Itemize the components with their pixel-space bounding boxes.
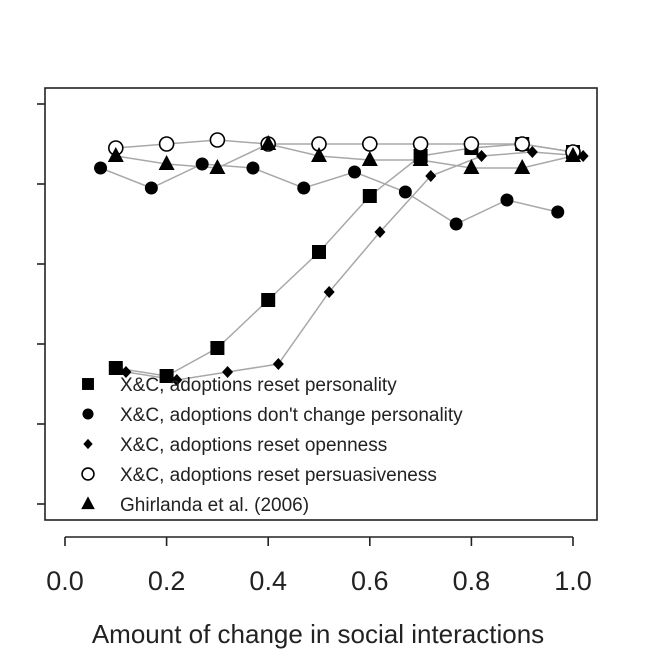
series-line-3 (115, 139, 574, 153)
series-points-1 (94, 157, 565, 231)
marker-circle (500, 193, 514, 207)
series-line-0 (115, 143, 574, 377)
legend-label: Ghirlanda et al. (2006) (120, 495, 309, 516)
plot-box (44, 87, 598, 521)
marker-triangle (463, 159, 480, 174)
x-tick-label: 0.0 (46, 566, 84, 596)
marker-triangle (565, 147, 581, 162)
marker-open-circle (514, 136, 531, 152)
marker-diamond (425, 170, 437, 182)
x-tick-label: 0.2 (148, 566, 186, 596)
x-axis-label: Amount of change in social interactions (92, 619, 544, 649)
legend-label: X&C, adoptions reset personality (120, 375, 397, 396)
marker-triangle (311, 147, 327, 162)
marker-diamond (120, 366, 132, 378)
marker-triangle (107, 147, 124, 162)
marker-triangle (412, 151, 429, 166)
series-points-2 (120, 146, 589, 386)
marker-square (312, 245, 326, 259)
series-line-2 (125, 151, 584, 381)
marker-diamond (171, 374, 183, 386)
series-points-4 (107, 135, 581, 174)
marker-circle (398, 185, 412, 199)
marker-open-circle (209, 132, 226, 148)
marker-circle (348, 165, 362, 179)
marker-circle (551, 205, 565, 219)
marker-triangle (81, 496, 95, 510)
marker-circle (94, 161, 108, 175)
x-tick-label: 0.6 (351, 566, 389, 596)
legend-label: X&C, adoptions reset openness (120, 435, 387, 456)
legend-item: Ghirlanda et al. (2006) (81, 495, 309, 516)
legend-item: X&C, adoptions don't change personality (82, 405, 463, 426)
legend-item: X&C, adoptions reset persuasiveness (81, 465, 437, 486)
marker-open-circle (361, 136, 378, 152)
marker-circle (297, 181, 311, 195)
marker-circle (449, 217, 463, 231)
marker-open-circle (412, 136, 429, 152)
marker-triangle (209, 159, 226, 174)
legend-label: X&C, adoptions reset persuasiveness (120, 465, 437, 486)
x-tick-label: 0.8 (453, 566, 491, 596)
legend-item: X&C, adoptions reset openness (83, 435, 387, 456)
marker-circle (195, 157, 209, 171)
marker-diamond (83, 438, 93, 450)
marker-open-circle (158, 136, 175, 152)
marker-triangle (158, 155, 175, 170)
marker-circle (246, 161, 260, 175)
plot-frame (44, 87, 598, 521)
legend: X&C, adoptions reset personality X&C, ado… (81, 375, 463, 516)
marker-triangle (361, 151, 378, 166)
marker-circle (144, 181, 158, 195)
series-markers (94, 132, 589, 386)
marker-open-circle (81, 467, 95, 481)
series-lines (100, 139, 584, 381)
marker-square (82, 378, 94, 390)
series-line-4 (115, 143, 574, 169)
marker-diamond (222, 366, 234, 378)
marker-diamond (476, 150, 488, 162)
x-tick-label: 0.4 (249, 566, 287, 596)
x-tick-label: 1.0 (554, 566, 592, 596)
marker-square (261, 293, 276, 307)
marker-square (108, 361, 123, 375)
y-axis (37, 103, 45, 505)
marker-diamond (272, 358, 284, 370)
marker-square (210, 341, 225, 355)
x-axis: 0.0 0.2 0.4 0.6 0.8 1.0 (46, 536, 592, 596)
series-line-1 (100, 163, 558, 225)
series-points-3 (108, 132, 581, 160)
marker-circle (82, 408, 94, 420)
marker-square (159, 369, 174, 383)
marker-triangle (514, 159, 531, 174)
marker-diamond (374, 226, 386, 238)
legend-label: X&C, adoptions don't change personality (120, 405, 463, 426)
marker-diamond (323, 286, 335, 298)
marker-square (362, 189, 377, 203)
marker-triangle (260, 135, 277, 150)
marker-open-circle (463, 136, 480, 152)
marker-diamond (526, 146, 538, 158)
legend-item: X&C, adoptions reset personality (82, 375, 397, 396)
